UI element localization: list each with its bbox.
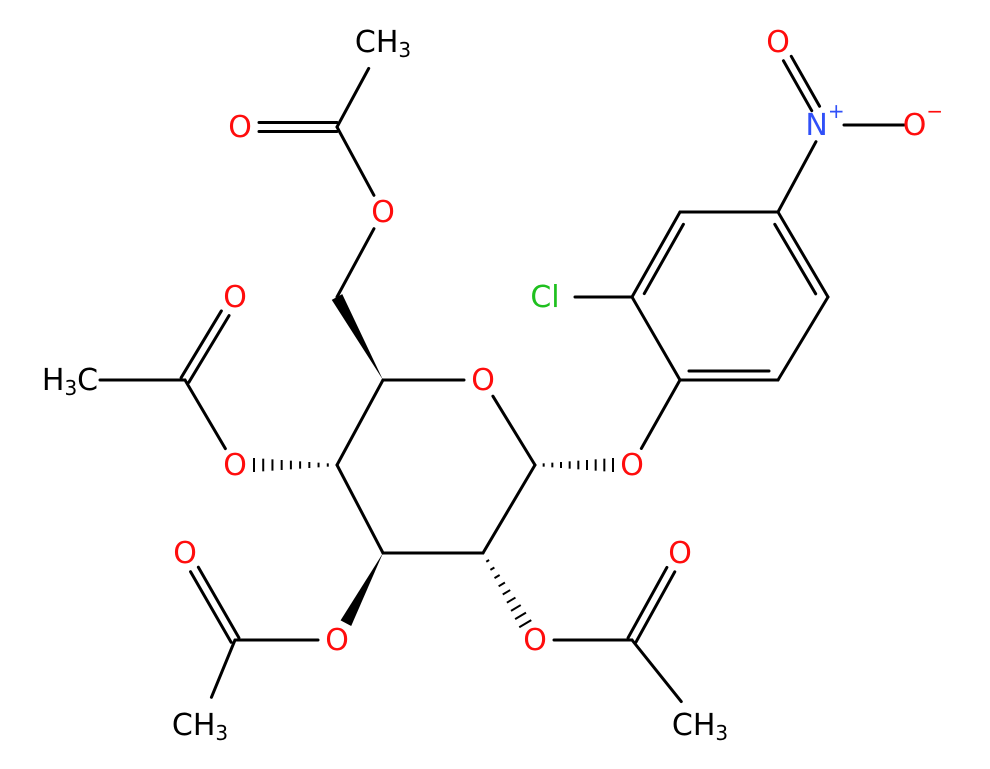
bond [776,210,830,299]
hash-bond [498,581,506,588]
atom-label: H3C [42,363,98,401]
bond [630,295,682,382]
atom-label: O [223,280,247,315]
atom-label: O [228,110,252,145]
bond [626,565,669,640]
subscript: 3 [215,721,228,745]
bond [335,463,385,555]
atom-symbol: O [523,623,547,658]
atom-label: O− [903,99,943,143]
bond [187,314,231,384]
atom-symbol: O [620,448,644,483]
bond [781,59,814,113]
bond [196,565,241,640]
atom-symbol: O [903,108,927,143]
atom-label: CH3 [672,708,728,746]
atom-symbol: O [325,623,349,658]
subscript: 3 [398,38,411,62]
hash-bond [493,574,501,579]
bond [634,570,677,644]
atom-symbol: O [668,536,692,571]
atom-label: Cl [530,280,559,315]
bond [209,638,237,699]
bond [776,140,818,214]
atom-label: O [766,25,790,60]
atom-symbol: O [766,25,790,60]
wedge-bond [331,294,383,380]
atom-symbol: C [77,363,98,398]
atom-label: O [668,536,692,571]
atom-symbol: CH [355,25,399,60]
atom-label: O [523,623,547,658]
atom-symbol: O [223,448,247,483]
bond [773,222,818,296]
bond [776,295,830,382]
hash-bond [502,589,511,596]
atom-symbol: O [228,110,252,145]
atom-label: CH3 [355,25,411,63]
hash-bond [489,566,495,571]
bond [335,227,376,299]
atom-symbol: O [173,536,197,571]
subscript: 3 [715,721,728,745]
hash-bond [506,596,516,604]
hash-bond [518,619,532,629]
atom-label: O [223,448,247,483]
bond [491,394,537,467]
bond [789,54,822,108]
atom-label: O [620,448,644,483]
atom-symbol: O [371,195,395,230]
subscript: 3 [64,376,77,400]
atom-label: O [173,536,197,571]
bond [179,309,223,380]
atom-symbol: CH [172,708,216,743]
bond [335,378,385,467]
atom-label: O [471,363,495,398]
bond [639,378,682,450]
hash-bond [485,559,490,563]
bond [642,222,685,296]
wedge-bond [340,553,383,627]
atom-symbol: O [471,363,495,398]
hash-bond [510,604,522,612]
bond [189,570,233,644]
bond [335,66,371,129]
atom-label: O [325,623,349,658]
atom-label: N+ [805,99,844,143]
bond [183,378,227,451]
atom-symbol: Cl [530,280,559,315]
hash-bond [514,611,527,620]
charge: − [926,99,943,123]
atom-symbol: H [42,363,65,398]
atom-symbol: N [805,108,827,143]
bond [335,125,376,197]
charge: + [828,99,845,123]
bond [630,638,683,704]
bond [481,463,537,555]
atom-symbol: O [223,280,247,315]
atom-symbol: CH [672,708,716,743]
atom-label: CH3 [172,708,228,746]
atom-label: O [371,195,395,230]
bond [630,210,682,299]
